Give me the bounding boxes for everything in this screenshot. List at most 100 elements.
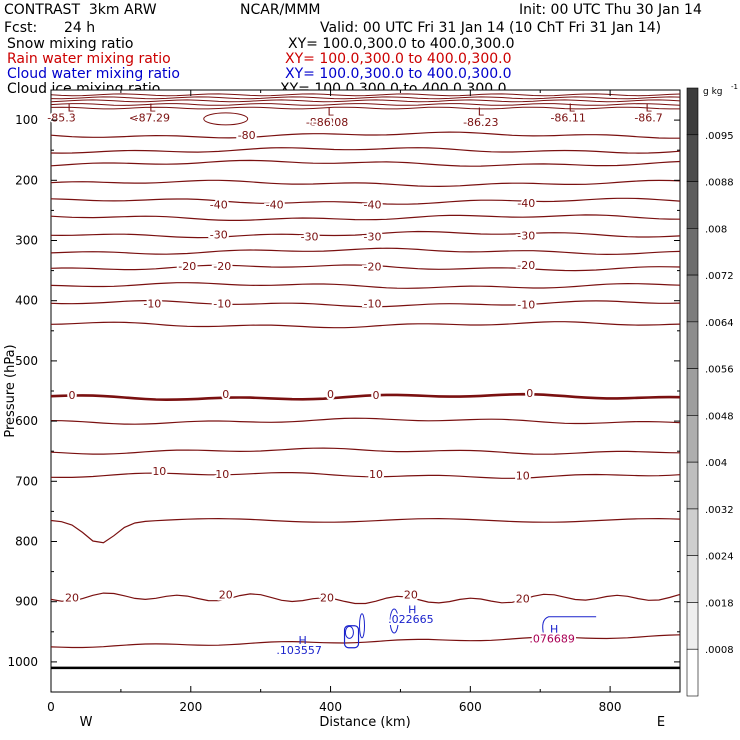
low-marker: L bbox=[478, 106, 485, 119]
contour-label: -30 bbox=[301, 230, 319, 243]
x-tick-label: 600 bbox=[459, 700, 482, 714]
contour-label: 10 bbox=[516, 469, 530, 482]
colorbar-segment bbox=[686, 415, 699, 463]
y-tick-label: 400 bbox=[15, 294, 38, 308]
cloud-high-value: .076689 bbox=[529, 632, 575, 645]
isotherm--80 bbox=[50, 131, 680, 139]
low-value: -85.3 bbox=[47, 112, 75, 125]
cloud-water-contour bbox=[542, 616, 597, 635]
isotherm-0 bbox=[50, 392, 681, 402]
init-time: Init: 00 UTC Thu 30 Jan 14 bbox=[519, 2, 702, 18]
cloud-water-contour bbox=[343, 625, 360, 649]
colorbar-segment bbox=[686, 228, 699, 276]
low-value: -86.08 bbox=[313, 116, 348, 129]
colorbar-label: .008 bbox=[705, 224, 727, 235]
isotherm--70 bbox=[50, 147, 681, 154]
colorbar-segment bbox=[686, 508, 699, 556]
y-tick-label: 300 bbox=[15, 234, 38, 248]
colorbar-segment bbox=[686, 555, 699, 603]
x-axis-label: Distance (km) bbox=[319, 715, 410, 730]
isotherm--15 bbox=[50, 282, 681, 289]
contour-label: -40 bbox=[517, 197, 535, 210]
colorbar-segment bbox=[686, 181, 699, 229]
contour-label: 20 bbox=[404, 588, 418, 601]
isotherm--20 bbox=[50, 264, 681, 272]
colorbar-segment bbox=[686, 648, 699, 697]
contour-label: 10 bbox=[369, 468, 383, 481]
colorbar-label: .0048 bbox=[705, 411, 734, 422]
x-endpoint-right: E bbox=[657, 715, 665, 730]
isotherm-upper-2 bbox=[50, 99, 681, 103]
low-marker: L bbox=[327, 106, 334, 119]
low-value: -86.23 bbox=[463, 116, 498, 129]
isotherm--25 bbox=[50, 247, 681, 256]
colorbar-label: .0064 bbox=[705, 318, 734, 329]
cloud-high-marker: H bbox=[550, 623, 558, 636]
colorbar-segment bbox=[686, 134, 699, 182]
low-marker: L bbox=[645, 101, 652, 114]
colorbar-segment bbox=[686, 368, 699, 416]
contour-label: -30 bbox=[210, 228, 228, 241]
isotherm-surface bbox=[50, 634, 681, 649]
x-tick-label: 200 bbox=[179, 700, 202, 714]
contour-label: -40 bbox=[210, 198, 228, 211]
plot-frame bbox=[50, 89, 681, 693]
contour-label: 10 bbox=[152, 465, 166, 478]
low-value: -86.11 bbox=[550, 112, 585, 125]
isotherm--35 bbox=[50, 214, 681, 221]
center-title: NCAR/MMM bbox=[240, 2, 321, 18]
contour-label: -30 bbox=[517, 230, 535, 243]
contour-label: 10 bbox=[215, 468, 229, 481]
isotherm-upper-1 bbox=[50, 96, 681, 100]
contour-label: 0 bbox=[68, 389, 75, 402]
cloud-water-contour bbox=[389, 608, 399, 634]
isotherm-5 bbox=[50, 417, 681, 425]
left-title: CONTRAST 3km ARW bbox=[4, 2, 157, 18]
colorbar-segment bbox=[686, 321, 699, 369]
y-axis-label: Pressure (hPa) bbox=[3, 344, 18, 437]
contour-label: -20 bbox=[178, 260, 196, 273]
valid-time: Valid: 00 UTC Fri 31 Jan 14 (10 ChT Fri … bbox=[320, 20, 662, 36]
field-name-snow: Snow mixing ratio bbox=[7, 36, 134, 52]
y-tick-label: 900 bbox=[15, 595, 38, 609]
colorbar-label: .0056 bbox=[705, 365, 734, 376]
low-marker: L bbox=[67, 101, 74, 114]
low-marker: L bbox=[569, 101, 576, 114]
isotherm-upper-4 bbox=[50, 106, 680, 110]
colorbar-label: .0072 bbox=[705, 271, 734, 282]
low-value: -86.7 bbox=[634, 112, 662, 125]
field-xy-cloud-water: XY= 100.0,300.0 to 400.0,300.0 bbox=[285, 66, 512, 82]
contour-label: 0 bbox=[327, 388, 334, 401]
cloud-high-value: .103557 bbox=[276, 644, 322, 657]
contour-label: 0 bbox=[526, 387, 533, 400]
colorbar-label: .0088 bbox=[705, 178, 734, 189]
cloud-high-value: .022665 bbox=[388, 613, 434, 626]
y-tick-label: 200 bbox=[15, 173, 38, 187]
contour-label: -80 bbox=[238, 129, 256, 142]
contour-label: -40 bbox=[364, 198, 382, 211]
contour-label: -20 bbox=[213, 260, 231, 273]
cloud-high-marker: H bbox=[298, 634, 306, 647]
y-tick-label: 1000 bbox=[7, 655, 38, 669]
isotherm-20 bbox=[50, 592, 681, 605]
colorbar-label: .004 bbox=[705, 458, 727, 469]
cloud-water-contour bbox=[359, 613, 366, 639]
x-endpoint-left: W bbox=[80, 715, 93, 730]
low-value: -87.29 bbox=[135, 112, 170, 125]
low-arrow: < bbox=[129, 112, 138, 125]
cloud-water-contour bbox=[344, 625, 354, 639]
colorbar-segment bbox=[686, 461, 699, 510]
contour-label: 20 bbox=[65, 591, 79, 604]
field-xy-rain: XY= 100.0,300.0 to 400.0,300.0 bbox=[285, 51, 512, 67]
colorbar-label: .0095 bbox=[705, 131, 734, 142]
field-name-rain: Rain water mixing ratio bbox=[7, 51, 171, 67]
fcst-label: Fcst: bbox=[4, 20, 38, 36]
colorbar-units-exponent: -1 bbox=[731, 83, 738, 91]
colorbar-label: .0008 bbox=[705, 645, 734, 656]
y-tick-label: 700 bbox=[15, 474, 38, 488]
contour-label: -10 bbox=[143, 298, 161, 311]
low-marker: L bbox=[149, 101, 156, 114]
y-tick-label: 100 bbox=[15, 113, 38, 127]
cloud-high-marker: H bbox=[408, 604, 416, 617]
